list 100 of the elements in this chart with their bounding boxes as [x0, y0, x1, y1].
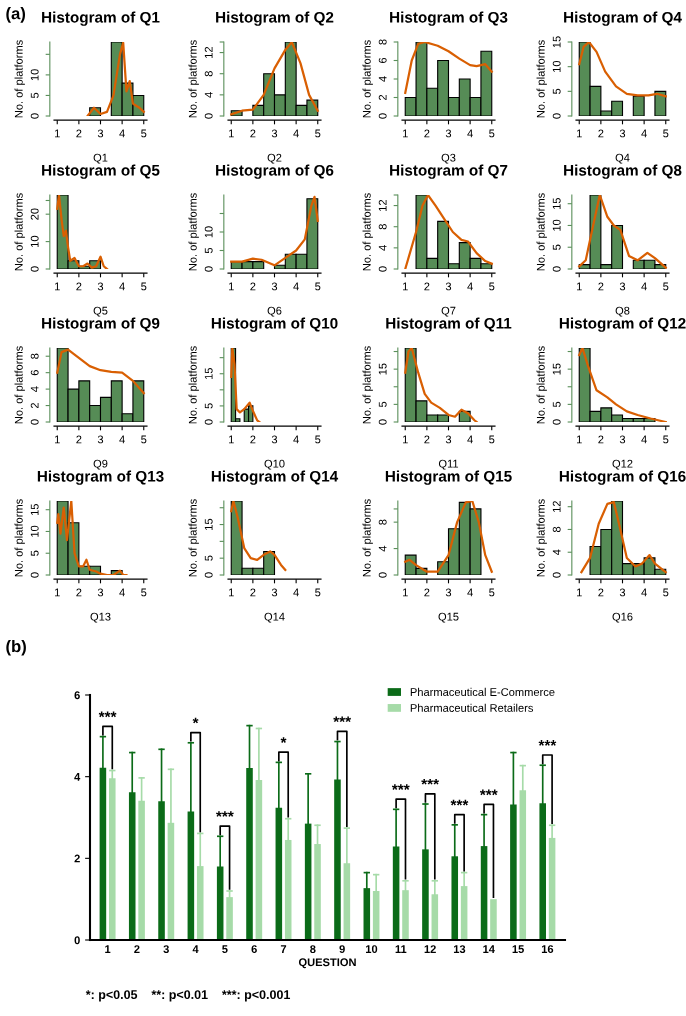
chart-title: Histogram of Q4	[564, 11, 682, 26]
chart-title: Histogram of Q15	[385, 470, 512, 485]
y-tick-label: 10	[30, 235, 39, 247]
x-axis-title: Q5	[93, 306, 108, 317]
x-axis-title: Q13	[90, 612, 111, 623]
x-tick-label: 2	[250, 129, 256, 138]
x-axis-title: Q11	[438, 459, 459, 470]
chart-title: Histogram of Q9	[42, 317, 160, 332]
x-tick-label: 5	[489, 282, 495, 291]
x-tick-label: 2	[598, 129, 604, 138]
x-tick-label: 2	[134, 945, 140, 953]
x-tick-label: 1	[577, 129, 582, 138]
x-tick-label: 5	[141, 129, 147, 138]
y-axis-title: No. of platforms	[362, 193, 373, 271]
x-tick-label: 3	[163, 945, 169, 954]
x-tick-label: 1	[229, 129, 234, 138]
annotation: ***	[98, 711, 117, 718]
x-tick-label: 1	[105, 945, 111, 953]
x-axis-title: Q7	[441, 306, 456, 317]
x-tick-label: 5	[141, 435, 147, 444]
x-tick-label: 3	[97, 435, 104, 444]
x-tick-label: 5	[489, 129, 495, 138]
line-series	[404, 195, 493, 269]
y-axis-title: No. of platforms	[14, 40, 25, 118]
annotation: *	[280, 737, 287, 743]
line-series	[56, 348, 145, 395]
x-tick-label: 3	[445, 282, 452, 291]
chart-title: Histogram of Q12	[559, 317, 686, 332]
x-tick-label: 5	[141, 588, 147, 597]
y-tick-label: 8	[552, 526, 561, 533]
y-tick-label: 0	[204, 572, 213, 578]
x-axis-title: Q4	[615, 153, 630, 164]
x-tick-label: 1	[229, 282, 234, 291]
x-tick-label: 4	[641, 435, 647, 444]
x-tick-label: 7	[280, 945, 287, 953]
line-series	[56, 195, 109, 269]
y-tick-label: 0	[552, 419, 561, 425]
x-tick-label: 1	[403, 588, 408, 597]
text: (b)	[6, 640, 26, 656]
y-tick-label: 0	[74, 936, 80, 945]
text: *: p<0.05 **: p<0.01 ***: p<0.001	[85, 990, 291, 1002]
chart-title: Histogram of Q8	[564, 164, 682, 179]
x-tick-label: 1	[577, 588, 582, 597]
x-tick-label: 13	[453, 945, 466, 954]
legend-label: Pharmaceutical Retailers	[410, 703, 534, 712]
x-tick-label: 5	[315, 435, 321, 444]
y-tick-label: 0	[378, 419, 387, 425]
y-axis-title: No. of platforms	[362, 499, 373, 577]
x-tick-label: 3	[271, 435, 278, 444]
y-tick-label: 4	[552, 549, 561, 556]
x-tick-label: 3	[271, 588, 278, 597]
x-tick-label: 2	[598, 435, 604, 444]
annotation: ***	[391, 784, 410, 790]
y-tick-label: 5	[204, 555, 213, 561]
annotation: ***	[479, 789, 498, 796]
x-axis-title: Q16	[612, 612, 633, 623]
y-tick-label: 5	[552, 244, 561, 250]
legend-label: Pharmaceutical E-Commerce	[410, 687, 555, 697]
x-tick-label: 3	[619, 282, 626, 291]
annotation: ***	[450, 799, 469, 806]
x-tick-label: 4	[293, 282, 299, 291]
y-axis-title: No. of platforms	[188, 40, 199, 118]
x-tick-label: 4	[467, 588, 473, 597]
y-tick-label: 0	[552, 113, 561, 119]
chart-title: Histogram of Q10	[211, 317, 338, 332]
line-series	[404, 42, 493, 94]
y-tick-label: 12	[552, 501, 561, 513]
x-tick-label: 5	[489, 435, 495, 444]
y-tick-label: 5	[552, 401, 561, 408]
y-axis-title: No. of platforms	[362, 40, 373, 118]
line-series	[56, 501, 128, 575]
x-tick-label: 14	[483, 945, 495, 953]
chart-title: Histogram of Q3	[390, 11, 508, 26]
line-series	[404, 348, 478, 422]
x-tick-label: 2	[424, 282, 430, 291]
y-axis-title: No. of platforms	[188, 193, 199, 271]
y-tick-label: 0	[552, 572, 561, 578]
x-tick-label: 5	[663, 282, 669, 291]
y-tick-label: 0	[30, 266, 39, 272]
y-tick-label: 8	[30, 353, 39, 359]
x-tick-label: 4	[192, 945, 199, 953]
y-axis-title: No. of platforms	[14, 193, 25, 271]
line-series	[230, 348, 261, 422]
x-tick-label: 3	[271, 129, 278, 138]
x-tick-label: 1	[229, 435, 234, 444]
annotation: *	[192, 717, 199, 724]
x-tick-label: 1	[577, 435, 582, 444]
x-tick-label: 5	[663, 588, 669, 597]
line-series	[578, 348, 667, 422]
y-tick-label: 8	[378, 224, 387, 230]
x-tick-label: 4	[119, 435, 125, 444]
y-tick-label: 10	[552, 219, 561, 231]
x-axis-title: Q1	[93, 153, 108, 164]
x-tick-label: 4	[293, 588, 299, 597]
x-axis-title: Q15	[438, 612, 459, 623]
y-tick-label: 4	[30, 386, 39, 392]
x-tick-label: 1	[229, 588, 234, 597]
chart-title: Histogram of Q7	[390, 164, 508, 179]
x-tick-label: 3	[97, 282, 104, 291]
y-tick-label: 0	[30, 419, 39, 425]
